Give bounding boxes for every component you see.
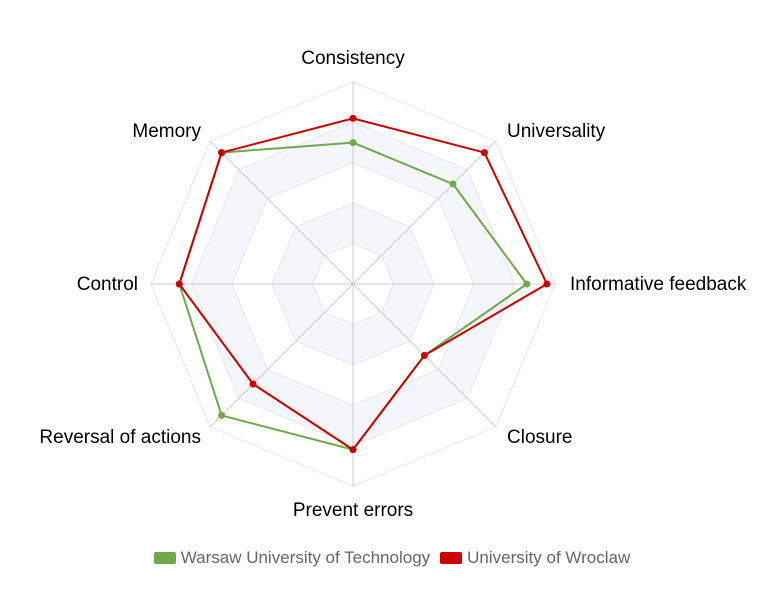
legend-label-wroclaw: University of Wroclaw: [467, 548, 631, 567]
data-point-0-2[interactable]: [523, 280, 531, 288]
data-point-1-3[interactable]: [420, 351, 428, 359]
axis-label-control: Control: [77, 274, 138, 295]
data-point-1-0[interactable]: [349, 114, 357, 122]
radar-series: [175, 114, 551, 454]
axis-label-universality: Universality: [507, 121, 606, 142]
axis-label-informative-feedback: Informative feedback: [570, 274, 747, 295]
axis-label-closure: Closure: [507, 427, 572, 448]
legend-item-warsaw[interactable]: Warsaw University of Technology: [153, 548, 431, 568]
data-point-1-1[interactable]: [480, 149, 488, 157]
axis-label-reversal-of-actions: Reversal of actions: [39, 427, 201, 448]
legend-label-warsaw: Warsaw University of Technology: [180, 548, 431, 567]
axis-label-consistency: Consistency: [301, 48, 405, 69]
legend-swatch-wroclaw: [440, 552, 463, 564]
data-point-1-4[interactable]: [349, 446, 357, 454]
data-point-1-6[interactable]: [175, 280, 183, 288]
data-point-1-2[interactable]: [543, 280, 551, 288]
data-point-1-5[interactable]: [249, 380, 257, 388]
chart-legend: Warsaw University of Technology Universi…: [0, 548, 784, 568]
axis-label-prevent-errors: Prevent errors: [293, 500, 413, 521]
data-point-0-5[interactable]: [218, 411, 226, 419]
axis-line-7: [209, 140, 354, 285]
axis-line-1: [352, 140, 497, 285]
legend-item-wroclaw[interactable]: University of Wroclaw: [440, 548, 630, 568]
legend-swatch-warsaw: [153, 552, 176, 564]
axis-labels: Consistency Universality Informative fee…: [39, 48, 746, 521]
data-point-1-7[interactable]: [218, 149, 226, 157]
series-1: [175, 114, 551, 454]
axis-line-5: [209, 283, 354, 428]
data-point-0-1[interactable]: [449, 180, 457, 188]
data-point-0-0[interactable]: [349, 139, 357, 147]
axis-label-memory: Memory: [132, 121, 201, 142]
